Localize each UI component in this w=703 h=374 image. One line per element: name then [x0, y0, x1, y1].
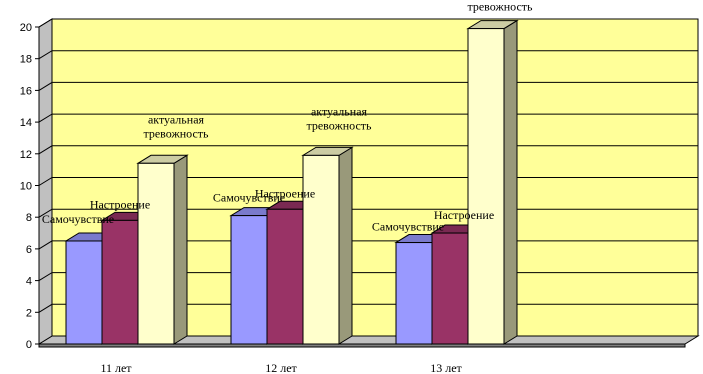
- category-labels: 11 лет 12 лет 13 лет: [100, 361, 462, 374]
- data-label: Настроение: [434, 208, 494, 222]
- bars: [64, 19, 519, 345]
- bar-front: [467, 28, 505, 345]
- data-label: Самочувствие: [213, 191, 285, 205]
- bar-front: [395, 242, 433, 345]
- bar-front: [65, 240, 103, 345]
- category-label: 13 лет: [430, 361, 462, 374]
- bar-front: [230, 215, 268, 345]
- data-label: Самочувствие: [42, 212, 114, 226]
- bar-front: [137, 162, 175, 345]
- y-tick-label: 10: [20, 181, 32, 193]
- y-tick-label: 20: [20, 22, 32, 34]
- y-tick-label: 2: [26, 307, 32, 319]
- y-tick-label: 8: [26, 212, 32, 224]
- category-label: 12 лет: [265, 361, 297, 374]
- y-tick-label: 12: [20, 149, 32, 161]
- data-label: Настроение: [90, 197, 150, 211]
- bar-front: [266, 208, 304, 345]
- y-tick-label: 4: [26, 276, 32, 288]
- bar-side: [503, 19, 518, 345]
- y-tick-label: 6: [26, 244, 32, 256]
- bar-side: [173, 154, 188, 345]
- category-label: 11 лет: [100, 361, 132, 374]
- bar: [136, 154, 189, 345]
- y-tick-label: 0: [26, 339, 32, 351]
- bar: [466, 19, 519, 345]
- bar-front: [302, 154, 340, 345]
- y-axis: 0 2 4 6 8 10 12 14 16 18 20: [20, 22, 40, 351]
- y-tick-label: 16: [20, 85, 32, 97]
- bar-side: [338, 146, 353, 345]
- gridline: [38, 18, 698, 28]
- bar: [301, 146, 354, 345]
- bar-front: [431, 232, 469, 345]
- bar-front: [101, 219, 139, 345]
- data-label: Настроение: [255, 186, 315, 200]
- y-tick-label: 14: [20, 117, 32, 129]
- y-tick-label: 18: [20, 54, 32, 66]
- data-label: Самочувствие: [372, 220, 444, 234]
